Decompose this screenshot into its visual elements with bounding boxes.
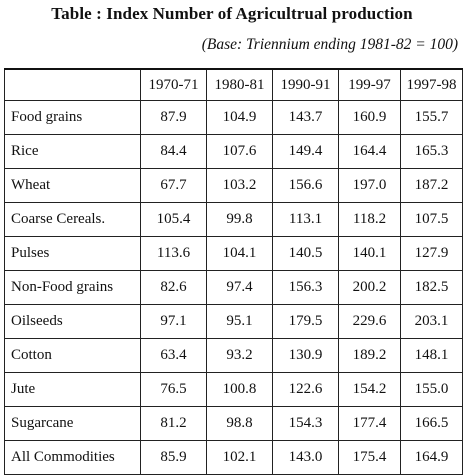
column-header-1970-71: 1970-71 [140,68,207,101]
table-row: Coarse Cereals. 105.4 99.8 113.1 118.2 1… [4,202,463,237]
table-cell: 84.4 [140,134,207,169]
table-cell: 95.1 [206,304,273,339]
table-row: Food grains 87.9 104.9 143.7 160.9 155.7 [4,100,463,135]
table-cell: 203.1 [400,304,463,339]
table-cell: 85.9 [140,440,207,475]
table-cell: 67.7 [140,168,207,203]
table-cell: 143.7 [272,100,339,135]
table-cell: 107.5 [400,202,463,237]
table-cell: 155.7 [400,100,463,135]
row-label-non-food-grains: Non-Food grains [4,270,141,305]
table-cell: 143.0 [272,440,339,475]
table-row: Rice 84.4 107.6 149.4 164.4 165.3 [4,134,463,169]
table-cell: 148.1 [400,338,463,373]
table-cell: 97.4 [206,270,273,305]
row-label-oilseeds: Oilseeds [4,304,141,339]
table-cell: 82.6 [140,270,207,305]
table-body: Food grains 87.9 104.9 143.7 160.9 155.7… [4,100,463,475]
table-cell: 105.4 [140,202,207,237]
table-cell: 164.4 [338,134,401,169]
table-cell: 93.2 [206,338,273,373]
row-label-jute: Jute [4,372,141,407]
table-cell: 113.1 [272,202,339,237]
table-cell: 175.4 [338,440,401,475]
table-cell: 122.6 [272,372,339,407]
table-cell: 99.8 [206,202,273,237]
column-header-1990-91: 1990-91 [272,68,339,101]
table-cell: 100.8 [206,372,273,407]
table-cell: 104.9 [206,100,273,135]
table-cell: 113.6 [140,236,207,271]
index-number-table: 1970-71 1980-81 1990-91 199-97 1997-98 F… [4,68,463,475]
table-cell: 76.5 [140,372,207,407]
table-cell: 149.4 [272,134,339,169]
table-cell: 229.6 [338,304,401,339]
table-cell: 140.5 [272,236,339,271]
table-cell: 166.5 [400,406,463,441]
column-header-199-97: 199-97 [338,68,401,101]
table-cell: 103.2 [206,168,273,203]
table-cell: 189.2 [338,338,401,373]
table-cell: 102.1 [206,440,273,475]
table-cell: 97.1 [140,304,207,339]
row-label-pulses: Pulses [4,236,141,271]
table-cell: 165.3 [400,134,463,169]
row-label-sugarcane: Sugarcane [4,406,141,441]
table-cell: 104.1 [206,236,273,271]
table-row: Jute 76.5 100.8 122.6 154.2 155.0 [4,372,463,407]
table-row: Non-Food grains 82.6 97.4 156.3 200.2 18… [4,270,463,305]
table-cell: 107.6 [206,134,273,169]
column-header-1980-81: 1980-81 [206,68,273,101]
table-base-note: (Base: Triennium ending 1981-82 = 100) [201,36,458,53]
table-row: Pulses 113.6 104.1 140.5 140.1 127.9 [4,236,463,271]
table-cell: 156.6 [272,168,339,203]
table-cell: 177.4 [338,406,401,441]
table-cell: 87.9 [140,100,207,135]
table-cell: 160.9 [338,100,401,135]
table-cell: 154.2 [338,372,401,407]
row-label-wheat: Wheat [4,168,141,203]
table-row: Cotton 63.4 93.2 130.9 189.2 148.1 [4,338,463,373]
table-cell: 164.9 [400,440,463,475]
table-cell: 155.0 [400,372,463,407]
table-row: Sugarcane 81.2 98.8 154.3 177.4 166.5 [4,406,463,441]
table-cell: 63.4 [140,338,207,373]
table-cell: 179.5 [272,304,339,339]
header-row: 1970-71 1980-81 1990-91 199-97 1997-98 [4,68,463,101]
table-cell: 187.2 [400,168,463,203]
table-cell: 156.3 [272,270,339,305]
column-header-1997-98: 1997-98 [400,68,463,101]
table-cell: 200.2 [338,270,401,305]
column-header-blank [4,68,141,101]
row-label-cotton: Cotton [4,338,141,373]
table-cell: 118.2 [338,202,401,237]
table-cell: 127.9 [400,236,463,271]
table-row: Oilseeds 97.1 95.1 179.5 229.6 203.1 [4,304,463,339]
table-cell: 130.9 [272,338,339,373]
table-row: All Commodities 85.9 102.1 143.0 175.4 1… [4,440,463,475]
row-label-rice: Rice [4,134,141,169]
table-cell: 197.0 [338,168,401,203]
row-label-all-commodities: All Commodities [4,440,141,475]
row-label-coarse-cereals: Coarse Cereals. [4,202,141,237]
row-label-food-grains: Food grains [4,100,141,135]
table-cell: 81.2 [140,406,207,441]
table-cell: 182.5 [400,270,463,305]
table-cell: 154.3 [272,406,339,441]
table-cell: 98.8 [206,406,273,441]
table-cell: 140.1 [338,236,401,271]
table-title: Table : Index Number of Agricultrual pro… [51,4,413,23]
table-row: Wheat 67.7 103.2 156.6 197.0 187.2 [4,168,463,203]
